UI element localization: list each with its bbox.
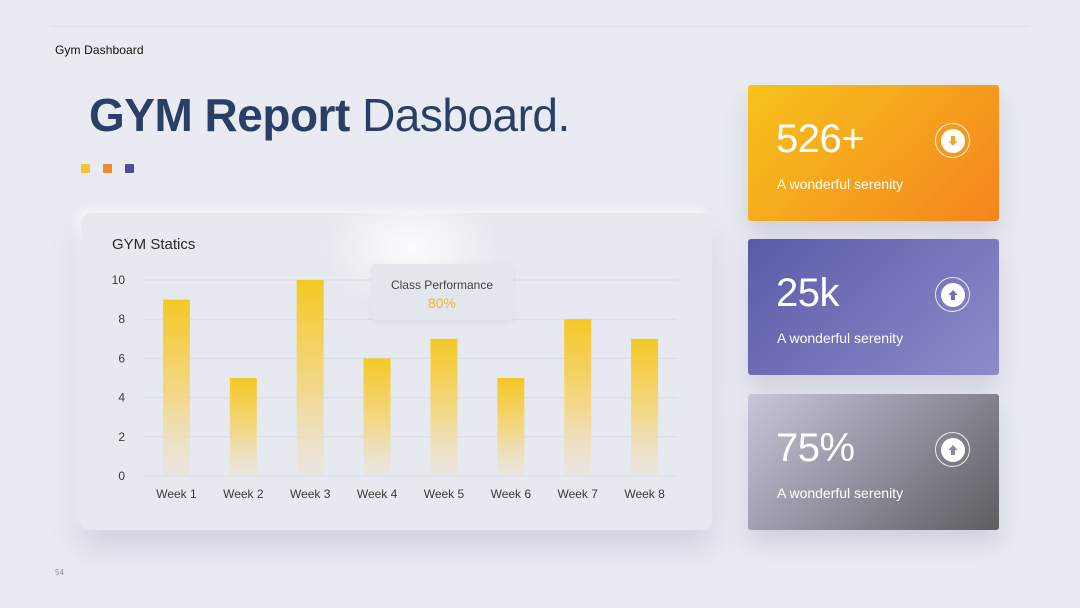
header-label: Gym Dashboard — [55, 43, 144, 57]
title-light: Dasboard. — [362, 89, 570, 141]
stat-subtitle: A wonderful serenity — [777, 330, 904, 346]
chart-title: GYM Statics — [112, 236, 196, 253]
chart-bar[interactable] — [564, 319, 592, 476]
x-tick-label: Week 6 — [491, 487, 532, 501]
stat-subtitle: A wonderful serenity — [777, 485, 904, 501]
x-tick-label: Week 3 — [290, 487, 331, 501]
stat-subtitle: A wonderful serenity — [777, 176, 904, 192]
x-tick-label: Week 5 — [424, 487, 465, 501]
x-tick-label: Week 4 — [357, 487, 398, 501]
y-tick-label: 6 — [118, 351, 125, 365]
x-tick-label: Week 1 — [156, 487, 197, 501]
tooltip-label: Class Performance — [390, 278, 494, 292]
tooltip-value: 80% — [427, 295, 457, 311]
arrow-up-button[interactable] — [935, 277, 970, 312]
y-tick-label: 4 — [118, 391, 125, 405]
stat-card-rate[interactable]: 75% A wonderful serenity — [748, 394, 999, 530]
arrow-down-button[interactable] — [935, 123, 970, 158]
accent-dot-orange — [103, 164, 112, 173]
y-tick-label: 2 — [118, 430, 125, 444]
stat-card-members[interactable]: 526+ A wonderful serenity — [748, 85, 999, 221]
chart-bar[interactable] — [296, 280, 324, 476]
stat-value: 75% — [776, 426, 855, 470]
bar-chart: 0 2 4 6 8 10 Week 1 Week 2 Week 3 Week 4 Week 5 Wee… — [112, 273, 678, 501]
accent-dot-purple — [125, 164, 134, 173]
accent-dots — [81, 164, 134, 173]
chart-bar[interactable] — [631, 338, 659, 476]
arrow-down-icon — [940, 128, 965, 153]
stat-card-revenue[interactable]: 25k A wonderful serenity — [748, 239, 999, 375]
arrow-up-icon — [940, 282, 965, 307]
x-tick-label: Week 7 — [557, 487, 598, 501]
x-tick-label: Week 2 — [223, 487, 264, 501]
arrow-up-button[interactable] — [935, 432, 970, 467]
title-bold: GYM Report — [89, 89, 350, 141]
chart-tooltip: Class Performance 80% — [371, 264, 513, 320]
chart-bar[interactable] — [430, 338, 458, 476]
stat-value: 526+ — [776, 117, 865, 161]
chart-bar[interactable] — [497, 378, 525, 476]
y-tick-label: 8 — [118, 312, 125, 326]
y-tick-label: 0 — [118, 469, 125, 483]
chart-card: GYM Statics 0 2 4 6 8 10 Week 1 Week 2 Week 3 Wee… — [81, 213, 712, 530]
chart-bar[interactable] — [363, 358, 391, 476]
page-number: 54 — [55, 568, 64, 577]
x-tick-label: Week 8 — [624, 487, 665, 501]
arrow-up-icon — [940, 437, 965, 462]
top-divider — [50, 26, 1030, 27]
chart-bar[interactable] — [162, 299, 190, 476]
page-title: GYM Report Dasboard. — [89, 88, 570, 142]
accent-dot-yellow — [81, 164, 90, 173]
stat-value: 25k — [776, 271, 840, 315]
y-tick-label: 10 — [112, 273, 126, 287]
chart-bar[interactable] — [229, 378, 257, 476]
